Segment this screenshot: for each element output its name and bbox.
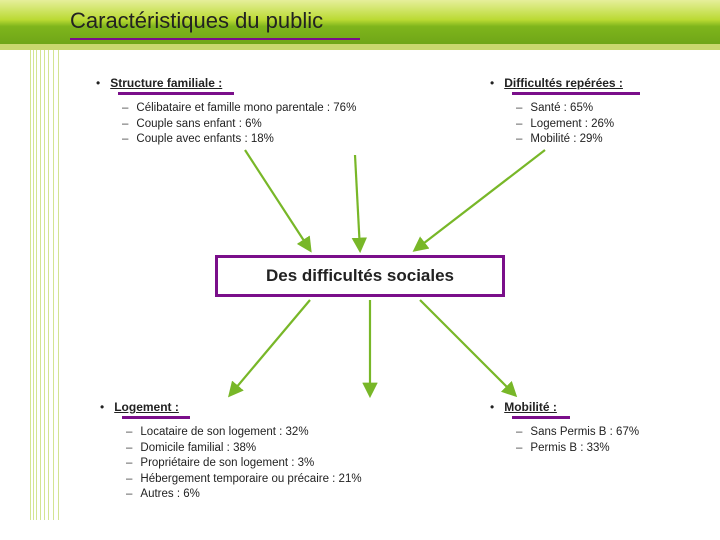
heading-structure: Structure familiale : — [110, 76, 222, 90]
arrow — [415, 150, 545, 250]
arrow — [245, 150, 310, 250]
heading-mobilite: Mobilité : — [504, 400, 557, 414]
section-structure: • Structure familiale : –Célibataire et … — [96, 76, 416, 148]
list-item: –Logement : 26% — [490, 117, 700, 133]
items-logement: –Locataire de son logement : 32% –Domici… — [100, 425, 430, 503]
central-text: Des difficultés sociales — [266, 266, 454, 286]
list-item: –Permis B : 33% — [490, 441, 700, 457]
arrow — [355, 155, 360, 250]
items-mobilite: –Sans Permis B : 67% –Permis B : 33% — [490, 425, 700, 456]
list-item: –Locataire de son logement : 32% — [100, 425, 430, 441]
heading-underline — [118, 92, 234, 95]
list-item: –Hébergement temporaire ou précaire : 21… — [100, 472, 430, 488]
list-item: –Sans Permis B : 67% — [490, 425, 700, 441]
slide: Caractéristiques du public • Structure f… — [0, 0, 720, 540]
heading-underline — [512, 416, 570, 419]
list-item: –Domicile familial : 38% — [100, 441, 430, 457]
heading-difficultes: Difficultés repérées : — [504, 76, 623, 90]
section-logement: • Logement : –Locataire de son logement … — [100, 400, 430, 503]
list-item: –Célibataire et famille mono parentale :… — [96, 101, 416, 117]
arrow — [230, 300, 310, 395]
items-difficultes: –Santé : 65% –Logement : 26% –Mobilité :… — [490, 101, 700, 148]
central-box: Des difficultés sociales — [215, 255, 505, 297]
bullet-icon: • — [490, 400, 494, 414]
section-mobilite: • Mobilité : –Sans Permis B : 67% –Permi… — [490, 400, 700, 456]
decorative-lines — [30, 50, 70, 520]
arrow — [420, 300, 515, 395]
list-item: –Propriétaire de son logement : 3% — [100, 456, 430, 472]
heading-underline — [512, 92, 640, 95]
list-item: –Mobilité : 29% — [490, 132, 700, 148]
list-item: –Santé : 65% — [490, 101, 700, 117]
bullet-icon: • — [100, 400, 104, 414]
list-item: –Couple sans enfant : 6% — [96, 117, 416, 133]
heading-logement: Logement : — [114, 400, 179, 414]
items-structure: –Célibataire et famille mono parentale :… — [96, 101, 416, 148]
bullet-icon: • — [490, 76, 494, 90]
heading-underline — [122, 416, 190, 419]
section-difficultes: • Difficultés repérées : –Santé : 65% –L… — [490, 76, 700, 148]
title-underline — [70, 38, 360, 40]
list-item: –Autres : 6% — [100, 487, 430, 503]
list-item: –Couple avec enfants : 18% — [96, 132, 416, 148]
bullet-icon: • — [96, 76, 100, 90]
title: Caractéristiques du public — [70, 8, 323, 34]
